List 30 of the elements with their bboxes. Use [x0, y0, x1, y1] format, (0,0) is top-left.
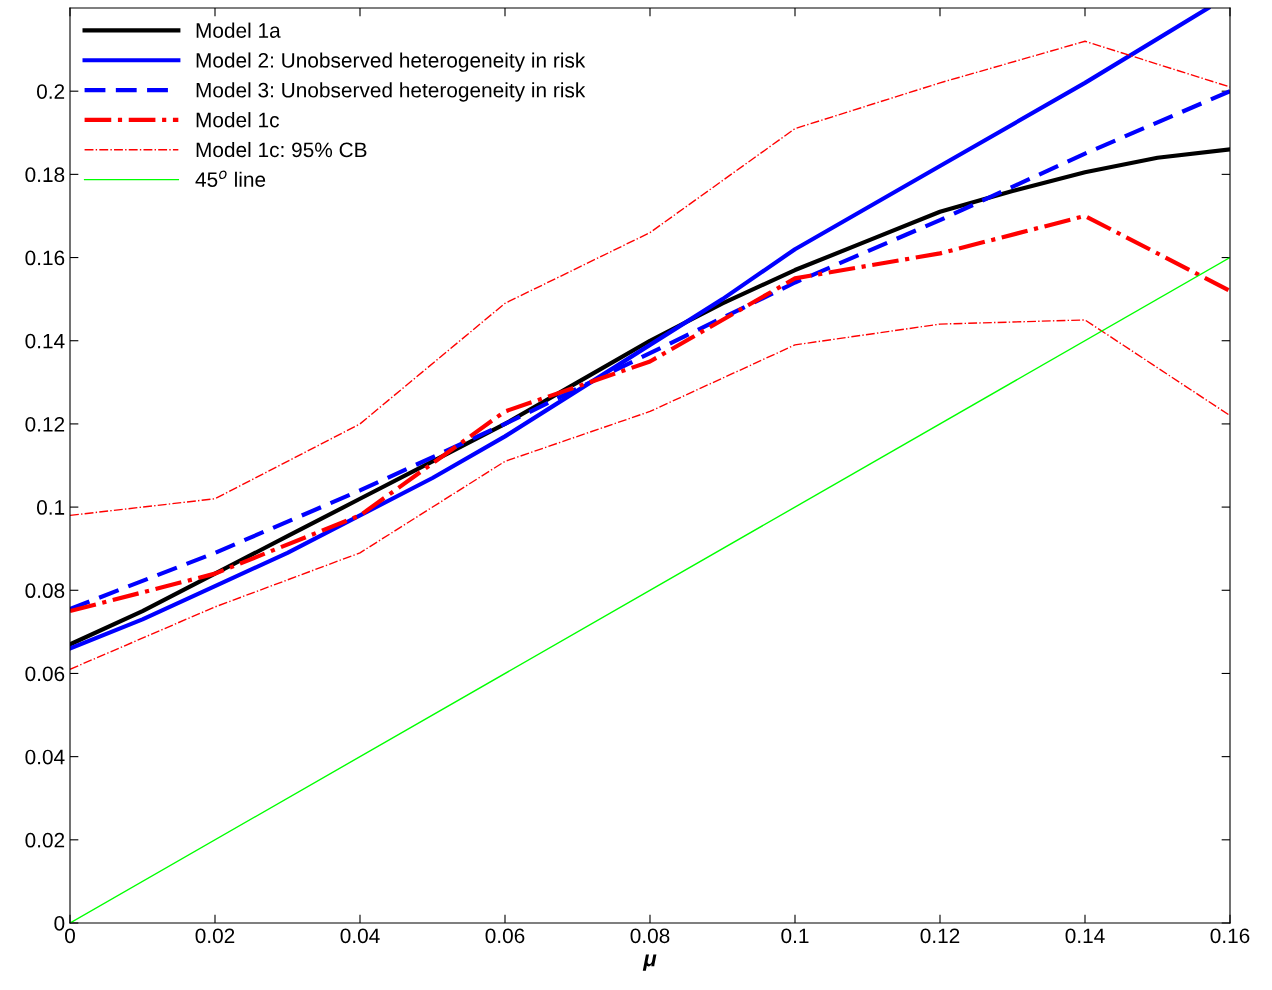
y-tick-label: 0.18	[25, 167, 65, 183]
x-tick-label: 0.06	[485, 928, 525, 944]
x-tick-label: 0.02	[195, 928, 235, 944]
x-tick-label: 0.16	[1210, 928, 1250, 944]
x-tick-label: 0.12	[920, 928, 960, 944]
y-tick-label: 0	[54, 916, 65, 931]
x-axis-title: μ	[642, 954, 657, 971]
y-tick-label: 0.02	[25, 832, 65, 848]
legend-label: Model 1c	[196, 112, 279, 128]
y-tick-label: 0.2	[36, 84, 65, 99]
legend-label: Model 2: Unobserved heterogeneity in risk	[196, 52, 586, 72]
x-tick-label: 0	[65, 928, 75, 944]
y-tick-label: 0.14	[25, 333, 65, 349]
line-series	[70, 40, 1230, 517]
legend-label: Model 3: Unobserved heterogeneity in risk	[196, 82, 586, 102]
x-tick-label: 0.08	[630, 928, 670, 944]
legend-label: 45$^{o}$ line	[195, 170, 266, 187]
legend-label: Model 1a	[196, 22, 281, 38]
y-tick-label: 0.16	[25, 250, 65, 266]
legend-label: Model 1c: 95% CB	[196, 141, 367, 158]
x-tick-label: 0.04	[340, 928, 380, 944]
y-tick-label: 0.06	[25, 666, 65, 682]
y-tick-label: 0.04	[25, 749, 65, 765]
y-tick-label: 0.1	[36, 500, 65, 515]
line-series	[70, 319, 1230, 670]
x-tick-label: 0.1	[781, 928, 809, 944]
line-series	[70, 213, 1230, 614]
y-tick-label: 0.12	[25, 416, 65, 432]
x-tick-label: 0.14	[1065, 928, 1105, 944]
y-tick-label: 0.08	[25, 583, 65, 599]
